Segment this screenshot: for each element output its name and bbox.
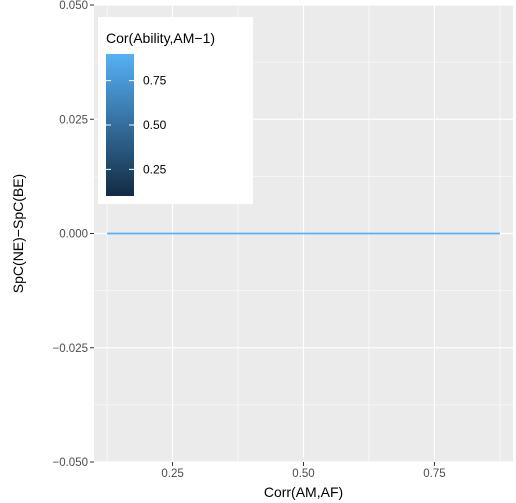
legend-tick-label: 0.75 [143,74,167,88]
legend-tick-label: 0.25 [143,162,167,176]
legend: Cor(Ability,AM−1) 0.75 0.50 0.25 [98,17,253,204]
legend-title: Cor(Ability,AM−1) [106,30,215,46]
x-axis-title: Corr(AM,AF) [264,484,343,500]
y-tick-label: 0.050 [59,0,88,12]
y-tick-label: −0.025 [53,343,89,355]
y-tick-label: −0.050 [53,457,89,469]
x-tick-label: 0.75 [423,468,445,480]
x-axis: 0.25 0.50 0.75 [161,462,446,480]
y-tick-label: 0.025 [59,114,88,126]
y-tick-label: 0.000 [59,229,88,241]
x-tick-label: 0.25 [161,468,183,480]
y-axis: −0.050 −0.025 0.000 0.025 0.050 [53,0,94,469]
x-tick-label: 0.50 [292,468,314,480]
legend-tick-label: 0.50 [143,118,167,132]
legend-ticks: 0.75 0.50 0.25 [106,74,167,176]
y-axis-title: SpC(NE)−SpC(BE) [10,174,26,293]
